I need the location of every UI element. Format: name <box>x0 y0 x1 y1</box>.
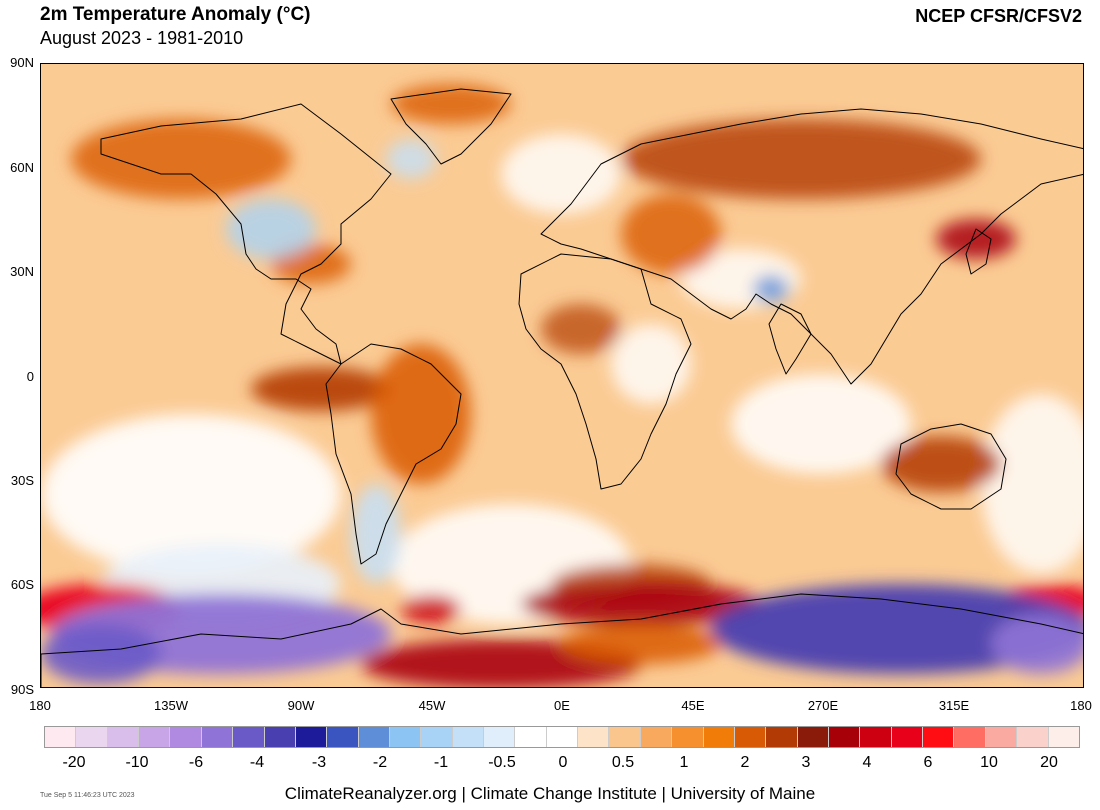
colorbar-tick: -1 <box>433 754 449 771</box>
timestamp: Tue Sep 5 11:46:23 UTC 2023 <box>40 792 135 799</box>
lon-label-0e: 0E <box>554 698 570 713</box>
footer-credit: ClimateReanalyzer.org | Climate Change I… <box>284 784 816 803</box>
colorbar-tick: 4 <box>862 754 872 771</box>
colorbar-swatch <box>985 727 1018 747</box>
japan-outline <box>965 228 992 275</box>
lon-label-45e: 45E <box>681 698 705 713</box>
colorbar-tick: -3 <box>311 754 327 771</box>
colorbar-swatch <box>954 727 986 747</box>
colorbar-tick: 10 <box>980 754 998 771</box>
colorbar-tick: 6 <box>923 754 933 771</box>
coastlines <box>41 88 1083 687</box>
colorbar-swatch <box>139 727 171 747</box>
colorbar-tick: 20 <box>1040 754 1058 771</box>
lon-label-90w: 90W <box>287 698 315 713</box>
colorbar-tick: -10 <box>125 754 149 771</box>
colorbar-swatch <box>295 727 328 747</box>
colorbar-swatch <box>860 727 892 747</box>
colorbar-swatch <box>703 727 735 747</box>
colorbar-swatch <box>640 727 673 747</box>
lon-label-180w: 180 <box>29 698 51 713</box>
colorbar-tick: 0.5 <box>611 754 635 771</box>
greenland-outline <box>390 88 512 165</box>
australia-outline <box>895 423 1007 510</box>
colorbar-swatch <box>107 727 140 747</box>
colorbar-swatch <box>358 727 390 747</box>
colorbar-tick: 2 <box>740 754 750 771</box>
lon-label-180e: 180 <box>1070 698 1092 713</box>
colorbar-tick: -2 <box>372 754 388 771</box>
lat-label-60s: 60S <box>10 577 34 592</box>
colorbar-swatch <box>515 727 547 747</box>
colorbar-legend <box>44 726 1080 748</box>
lon-label-45w: 45W <box>418 698 446 713</box>
colorbar-tick: -0.5 <box>488 754 516 771</box>
map-svg <box>41 64 1083 687</box>
colorbar-swatch <box>672 727 704 747</box>
colorbar-swatch <box>201 727 234 747</box>
colorbar-swatch <box>45 727 77 747</box>
colorbar-swatch <box>327 727 359 747</box>
colorbar-swatch <box>578 727 610 747</box>
colorbar-tick: 1 <box>679 754 689 771</box>
lat-label-30n: 30N <box>10 264 34 279</box>
colorbar-tick: -20 <box>62 754 86 771</box>
colorbar-swatch <box>609 727 641 747</box>
colorbar-tick: -6 <box>188 754 204 771</box>
lon-label-135w: 135W <box>154 698 188 713</box>
colorbar-swatch <box>546 727 579 747</box>
lat-label-60n: 60N <box>10 160 34 175</box>
eurasia-outline <box>540 108 1083 385</box>
colorbar-swatch <box>484 727 516 747</box>
lon-label-270e: 270E <box>807 698 839 713</box>
lat-label-90s: 90S <box>10 682 34 697</box>
colorbar-swatch <box>452 727 485 747</box>
lat-label-equator: 0 <box>26 369 34 384</box>
lat-label-30s: 30S <box>10 473 34 488</box>
temperature-anomaly-map <box>40 63 1084 688</box>
colorbar-swatch <box>891 727 924 747</box>
north-america-outline <box>100 103 392 365</box>
colorbar-swatch <box>389 727 422 747</box>
anomaly-field <box>41 84 1083 687</box>
colorbar-swatch <box>734 727 767 747</box>
data-source-label: NCEP CFSR/CFSV2 <box>915 6 1082 26</box>
colorbar-swatch <box>76 727 108 747</box>
south-america-outline <box>325 343 462 565</box>
colorbar-swatch <box>1017 727 1049 747</box>
colorbar-swatch <box>170 727 202 747</box>
colorbar-tick: 3 <box>801 754 811 771</box>
colorbar-tick: 0 <box>558 754 568 771</box>
colorbar-swatch <box>828 727 861 747</box>
colorbar-swatch <box>797 727 829 747</box>
colorbar-swatch <box>923 727 955 747</box>
antarctica-outline <box>41 593 1083 687</box>
lat-label-90n: 90N <box>10 55 34 70</box>
colorbar-swatch <box>264 727 296 747</box>
lon-label-315e: 315E <box>938 698 970 713</box>
map-subtitle: August 2023 - 1981-2010 <box>40 28 244 48</box>
india-outline <box>768 303 812 375</box>
colorbar-swatch <box>421 727 453 747</box>
map-title: 2m Temperature Anomaly (°C) <box>40 4 311 25</box>
colorbar-swatch <box>233 727 265 747</box>
colorbar-swatch <box>766 727 798 747</box>
africa-outline <box>518 253 692 490</box>
colorbar-swatch <box>1048 727 1079 747</box>
colorbar-tick: -4 <box>249 754 265 771</box>
